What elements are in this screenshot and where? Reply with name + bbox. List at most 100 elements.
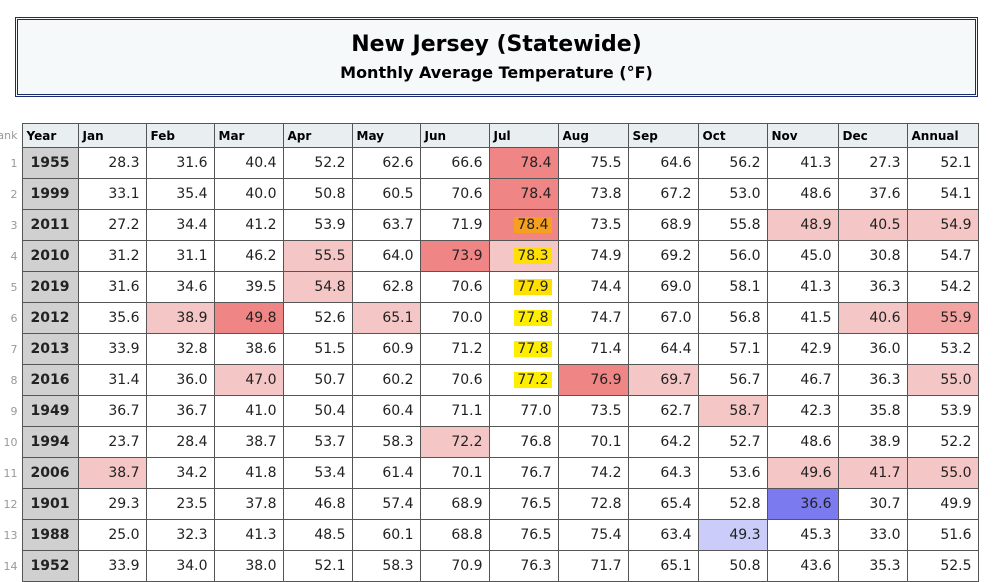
cell: 55.0 [906, 457, 979, 489]
cell: 76.9 [557, 364, 629, 396]
column-header: May [351, 123, 421, 148]
cell: 53.4 [282, 457, 353, 489]
year: 2013 [21, 333, 79, 365]
cell: 38.7 [77, 457, 147, 489]
cell: 60.2 [351, 364, 421, 396]
cell: 40.5 [837, 209, 908, 241]
cell: 47.0 [213, 364, 284, 396]
cell: 34.6 [145, 271, 215, 303]
cell: 70.6 [419, 364, 490, 396]
cell: 33.0 [837, 519, 908, 551]
cell: 55.0 [906, 364, 979, 396]
cell: 42.9 [766, 333, 839, 365]
cell: 67.0 [627, 302, 699, 334]
cell: 58.7 [697, 395, 768, 427]
cell: 53.7 [282, 426, 353, 458]
cell: 49.3 [697, 519, 768, 551]
cell: 38.7 [213, 426, 284, 458]
table-row: 1 1955 28.3 31.6 40.4 52.2 62.6 66.6 78.4 75.5 64.… [0, 147, 979, 179]
cell: 76.5 [488, 488, 559, 520]
cell: 76.8 [488, 426, 559, 458]
year: 1949 [21, 395, 79, 427]
cell: 69.0 [627, 271, 699, 303]
cell: 67.2 [627, 178, 699, 210]
cell: 62.6 [351, 147, 421, 179]
rank: 6 [10, 311, 18, 325]
cell: 43.6 [766, 550, 839, 582]
cell: 65.1 [627, 550, 699, 582]
cell: 54.8 [282, 271, 353, 303]
cell: 50.8 [282, 178, 353, 210]
cell: 55.9 [906, 302, 979, 334]
cell: 73.9 [419, 240, 490, 272]
cell: 68.8 [419, 519, 490, 551]
cell: 64.3 [627, 457, 699, 489]
cell: 33.1 [77, 178, 147, 210]
cell: 63.4 [627, 519, 699, 551]
rank: 5 [10, 280, 18, 294]
table-row: 11 2006 38.7 34.2 41.8 53.4 61.4 70.1 76.7 74.2 64… [0, 457, 979, 489]
cell: 68.9 [419, 488, 490, 520]
header: New Jersey (Statewide) Monthly Average T… [15, 17, 978, 97]
rank: 9 [10, 404, 18, 418]
cell: 31.1 [145, 240, 215, 272]
cell: 55.5 [282, 240, 353, 272]
cell: 48.6 [766, 178, 839, 210]
cell: 41.2 [213, 209, 284, 241]
cell: 35.3 [837, 550, 908, 582]
cell: 64.6 [627, 147, 699, 179]
year: 2012 [21, 302, 79, 334]
cell: 70.1 [557, 426, 629, 458]
table-row: 6 2012 35.6 38.9 49.8 52.6 65.1 70.0 77.8 74.7 67.… [0, 302, 979, 334]
cell: 75.5 [557, 147, 629, 179]
year: 1955 [21, 147, 79, 179]
cell: 32.3 [145, 519, 215, 551]
cell: 40.4 [213, 147, 284, 179]
cell: 70.0 [419, 302, 490, 334]
cell: 41.3 [213, 519, 284, 551]
cell: 52.7 [697, 426, 768, 458]
cell: 38.0 [213, 550, 284, 582]
cell: 72.8 [557, 488, 629, 520]
rank: 12 [3, 497, 18, 511]
cell: 53.6 [697, 457, 768, 489]
cell: 69.7 [627, 364, 699, 396]
cell: 68.9 [627, 209, 699, 241]
cell: 45.3 [766, 519, 839, 551]
cell: 58.1 [697, 271, 768, 303]
highlighted-value: 78.3 [514, 248, 552, 264]
cell: 50.4 [282, 395, 353, 427]
cell: 60.4 [351, 395, 421, 427]
rank: 11 [3, 466, 18, 480]
cell: 48.9 [766, 209, 839, 241]
cell: 38.9 [145, 302, 215, 334]
cell: 55.8 [697, 209, 768, 241]
cell: 62.7 [627, 395, 699, 427]
cell: 41.0 [213, 395, 284, 427]
table-row: 7 2013 33.9 32.8 38.6 51.5 60.9 71.2 77.8 71.4 64.… [0, 333, 979, 365]
year: 1988 [21, 519, 79, 551]
cell: 41.3 [766, 147, 839, 179]
cell: 60.5 [351, 178, 421, 210]
cell: 35.8 [837, 395, 908, 427]
cell: 74.7 [557, 302, 629, 334]
cell: 57.4 [351, 488, 421, 520]
cell: 51.5 [282, 333, 353, 365]
cell: 38.6 [213, 333, 284, 365]
rank: 3 [10, 218, 18, 232]
cell: 54.1 [906, 178, 979, 210]
highlighted-value: 77.8 [514, 310, 552, 326]
year: 2010 [21, 240, 79, 272]
cell: 52.6 [282, 302, 353, 334]
cell: 53.2 [906, 333, 979, 365]
rank-table: RankYearJanFebMarAprMayJunJulAugSepOctNo… [0, 123, 979, 582]
cell: 65.4 [627, 488, 699, 520]
year: 2006 [21, 457, 79, 489]
table-row: 5 2019 31.6 34.6 39.5 54.8 62.8 70.6 77.9 74.4 69.… [0, 271, 979, 303]
cell: 60.1 [351, 519, 421, 551]
rank: 8 [10, 373, 18, 387]
cell: 31.4 [77, 364, 147, 396]
cell: 70.6 [419, 178, 490, 210]
cell: 66.6 [419, 147, 490, 179]
table-row: 8 2016 31.4 36.0 47.0 50.7 60.2 70.6 77.2 76.9 69.… [0, 364, 979, 396]
